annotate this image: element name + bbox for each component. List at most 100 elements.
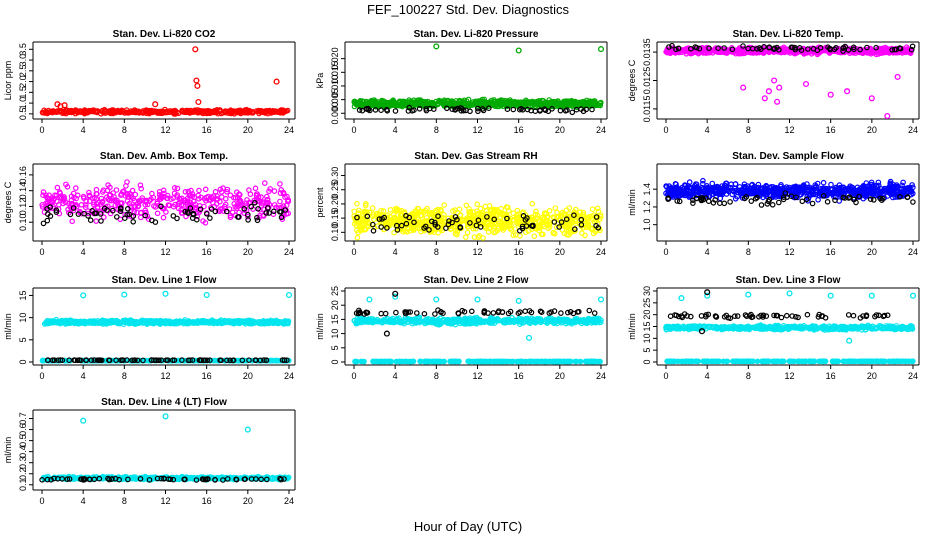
panel-title: Stan. Dev. Line 2 Flow [424, 275, 529, 286]
data-point [507, 102, 514, 109]
y-tick-label: 3.5 [18, 43, 28, 56]
data-point [575, 99, 582, 106]
panel-title: Stan. Dev. Li-820 Temp. [733, 29, 844, 40]
series-1 [666, 42, 916, 54]
data-point [529, 200, 536, 207]
data-point [277, 198, 283, 205]
outlier-point [884, 112, 891, 120]
data-point [158, 110, 165, 116]
outlier-point [193, 77, 200, 84]
data-point [873, 48, 880, 55]
outlier-point [194, 82, 201, 89]
data-point [138, 214, 144, 221]
data-point [441, 202, 448, 208]
panel-title: Stan. Dev. Sample Flow [732, 151, 844, 162]
data-point [356, 107, 363, 113]
outlier-point [597, 46, 605, 53]
outlier-point [80, 292, 87, 299]
data-point [247, 191, 254, 198]
x-tick-label: 0 [663, 247, 668, 257]
data-point [179, 108, 186, 115]
data-point [546, 207, 553, 214]
y-tick-label: 0.000 [330, 102, 340, 125]
data-point [107, 108, 113, 115]
y-tick-label: 2.5 [18, 65, 28, 78]
x-tick-label: 8 [746, 247, 751, 257]
data-point [145, 109, 152, 115]
x-tick-label: 12 [160, 371, 170, 381]
data-point [69, 218, 76, 225]
y-tick-label: 0.0115 [642, 95, 652, 122]
y-tick-label: 3.0 [18, 54, 28, 67]
x-tick-label: 16 [826, 125, 836, 135]
data-point [54, 109, 60, 116]
data-point [499, 98, 506, 104]
data-point [557, 100, 563, 107]
data-point [114, 214, 120, 220]
data-point [474, 105, 481, 112]
x-tick-label: 8 [434, 247, 439, 257]
x-tick-label: 4 [705, 247, 710, 257]
outlier-point [827, 91, 834, 98]
y-tick-label: 1.0 [642, 218, 652, 231]
series-0 [39, 46, 291, 117]
data-point [406, 104, 413, 111]
data-point [705, 198, 712, 205]
data-point [87, 217, 94, 224]
data-point [196, 187, 202, 194]
data-point [690, 200, 696, 206]
outlier-point [203, 291, 210, 299]
series-1 [356, 104, 595, 116]
data-point [457, 105, 464, 111]
data-point [459, 98, 465, 105]
data-point [270, 208, 277, 215]
x-tick-label: 12 [160, 125, 170, 135]
data-point [360, 101, 367, 108]
outlier-point [776, 84, 783, 91]
y-tick-label: 2.0 [18, 75, 28, 88]
x-tick-label: 0 [39, 125, 44, 135]
data-point [700, 177, 706, 184]
y-tick-label: 0.5 [18, 108, 28, 121]
series-0 [41, 290, 293, 328]
data-point [90, 108, 97, 115]
x-tick-label: 24 [284, 371, 294, 381]
data-point [583, 106, 590, 113]
data-point [182, 189, 189, 195]
series-0 [663, 44, 914, 120]
x-tick-label: 24 [596, 125, 606, 135]
data-point [910, 199, 916, 205]
figure-title: FEF_100227 Std. Dev. Diagnostics [367, 2, 570, 17]
y-axis-label: ml/min [315, 313, 325, 340]
data-point [116, 109, 123, 115]
y-tick-label: 0.0125 [642, 67, 652, 95]
data-point [194, 109, 201, 115]
x-tick-label: 8 [434, 371, 439, 381]
data-point [39, 357, 46, 364]
data-point [465, 101, 472, 107]
data-point [589, 106, 595, 113]
data-point [727, 199, 733, 205]
data-point [828, 181, 834, 188]
data-point [882, 49, 889, 56]
y-tick-label: 1.2 [642, 201, 652, 214]
y-tick-label: 1.0 [18, 97, 28, 110]
data-point [523, 100, 530, 106]
data-point [93, 218, 100, 224]
data-point [562, 108, 569, 114]
data-point [578, 101, 584, 107]
data-point [597, 102, 604, 109]
y-tick-label: 0.005 [330, 88, 340, 111]
data-point [504, 106, 511, 113]
y-tick-label: 1.5 [18, 86, 28, 99]
data-point [563, 101, 570, 107]
x-tick-label: 16 [826, 247, 836, 257]
outlier-point [761, 95, 768, 102]
x-tick-label: 12 [784, 125, 794, 135]
data-point [151, 108, 158, 114]
y-axis-label: kPa [315, 73, 325, 89]
data-point [666, 44, 672, 50]
y-tick-label: 0.015 [330, 61, 340, 84]
